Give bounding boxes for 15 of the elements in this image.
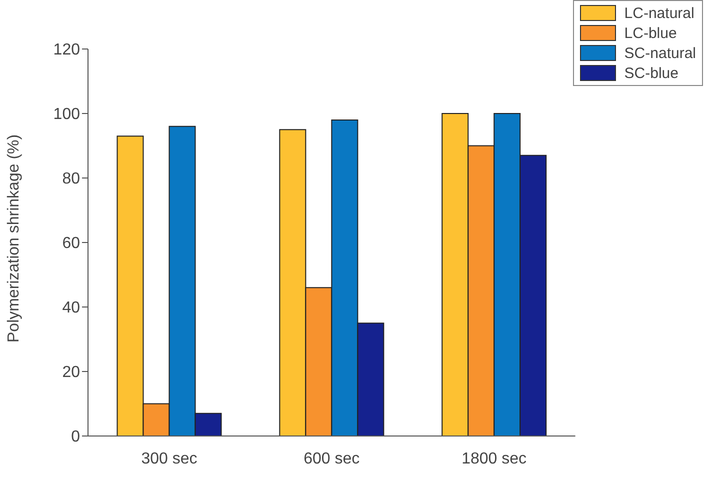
- y-tick-label: 20: [62, 364, 80, 382]
- x-tick-label: 1800 sec: [462, 450, 527, 468]
- y-tick-label: 0: [71, 428, 80, 446]
- y-tick-label: 100: [53, 106, 80, 124]
- legend-label: LC-blue: [624, 24, 677, 42]
- y-tick-label: 40: [62, 300, 80, 317]
- x-tick-label: 300 sec: [141, 450, 198, 468]
- legend-label: SC-natural: [624, 44, 696, 62]
- y-tick-label: 120: [53, 42, 80, 59]
- y-tick-label: 60: [62, 235, 80, 252]
- x-tick-label: 600 sec: [304, 450, 360, 468]
- y-tick-label: 80: [62, 170, 80, 188]
- legend-label: LC-natural: [624, 4, 694, 22]
- legend-label: SC-blue: [624, 64, 678, 82]
- y-axis-title: Polymerization shrinkage (%): [6, 134, 23, 342]
